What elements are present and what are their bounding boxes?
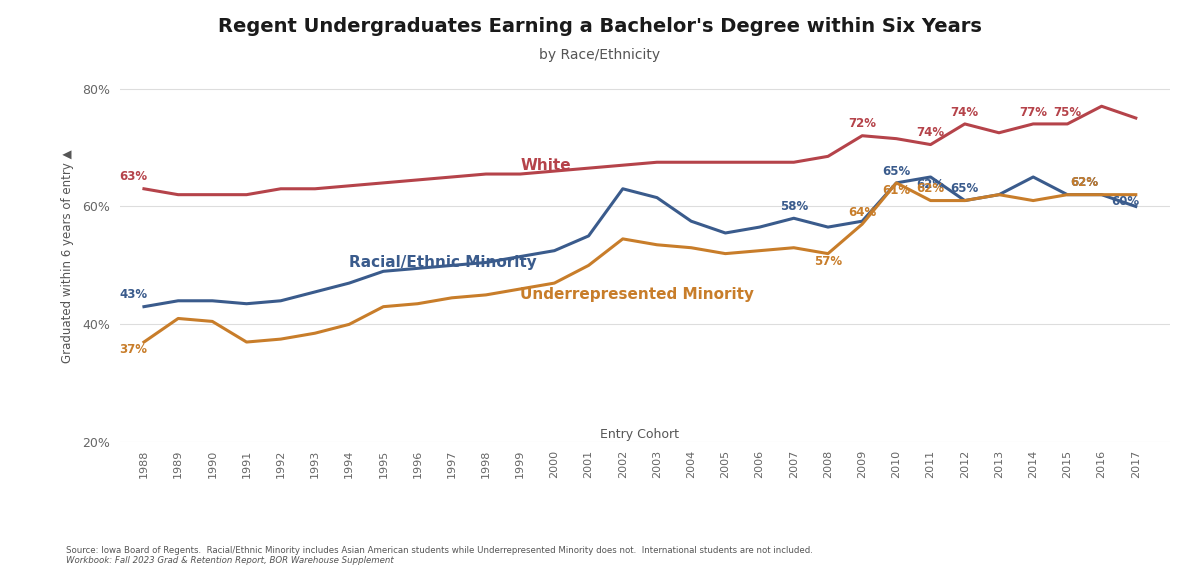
Text: 62%: 62%: [1070, 176, 1098, 189]
Text: Regent Undergraduates Earning a Bachelor's Degree within Six Years: Regent Undergraduates Earning a Bachelor…: [218, 17, 982, 36]
Text: Racial/Ethnic Minority: Racial/Ethnic Minority: [349, 255, 536, 269]
Text: 62%: 62%: [917, 182, 944, 195]
Text: White: White: [520, 158, 571, 173]
Text: 74%: 74%: [950, 105, 979, 119]
Text: 63%: 63%: [120, 171, 148, 184]
Text: 74%: 74%: [917, 126, 944, 139]
Text: by Race/Ethnicity: by Race/Ethnicity: [540, 48, 660, 62]
Text: 65%: 65%: [950, 182, 979, 195]
Text: 57%: 57%: [814, 255, 842, 268]
Text: 75%: 75%: [1054, 105, 1081, 119]
Text: 65%: 65%: [882, 164, 911, 177]
Text: 58%: 58%: [780, 200, 808, 213]
Text: Entry Cohort: Entry Cohort: [600, 428, 679, 441]
Text: 37%: 37%: [120, 343, 148, 356]
Text: 61%: 61%: [882, 184, 911, 197]
Y-axis label: Graduated within 6 years of entry ▲: Graduated within 6 years of entry ▲: [61, 150, 74, 363]
Text: 72%: 72%: [848, 117, 876, 130]
Text: Workbook: Fall 2023 Grad & Retention Report, BOR Warehouse Supplement: Workbook: Fall 2023 Grad & Retention Rep…: [66, 556, 394, 565]
Text: 77%: 77%: [1019, 105, 1048, 119]
Text: Source: Iowa Board of Regents.  Racial/Ethnic Minority includes Asian American s: Source: Iowa Board of Regents. Racial/Et…: [66, 545, 812, 555]
Text: Underrepresented Minority: Underrepresented Minority: [520, 287, 754, 302]
Text: 43%: 43%: [120, 289, 148, 302]
Text: 62%: 62%: [1070, 176, 1098, 189]
Text: 64%: 64%: [848, 206, 876, 219]
Text: 60%: 60%: [1111, 194, 1140, 208]
Text: 62%: 62%: [917, 178, 944, 191]
